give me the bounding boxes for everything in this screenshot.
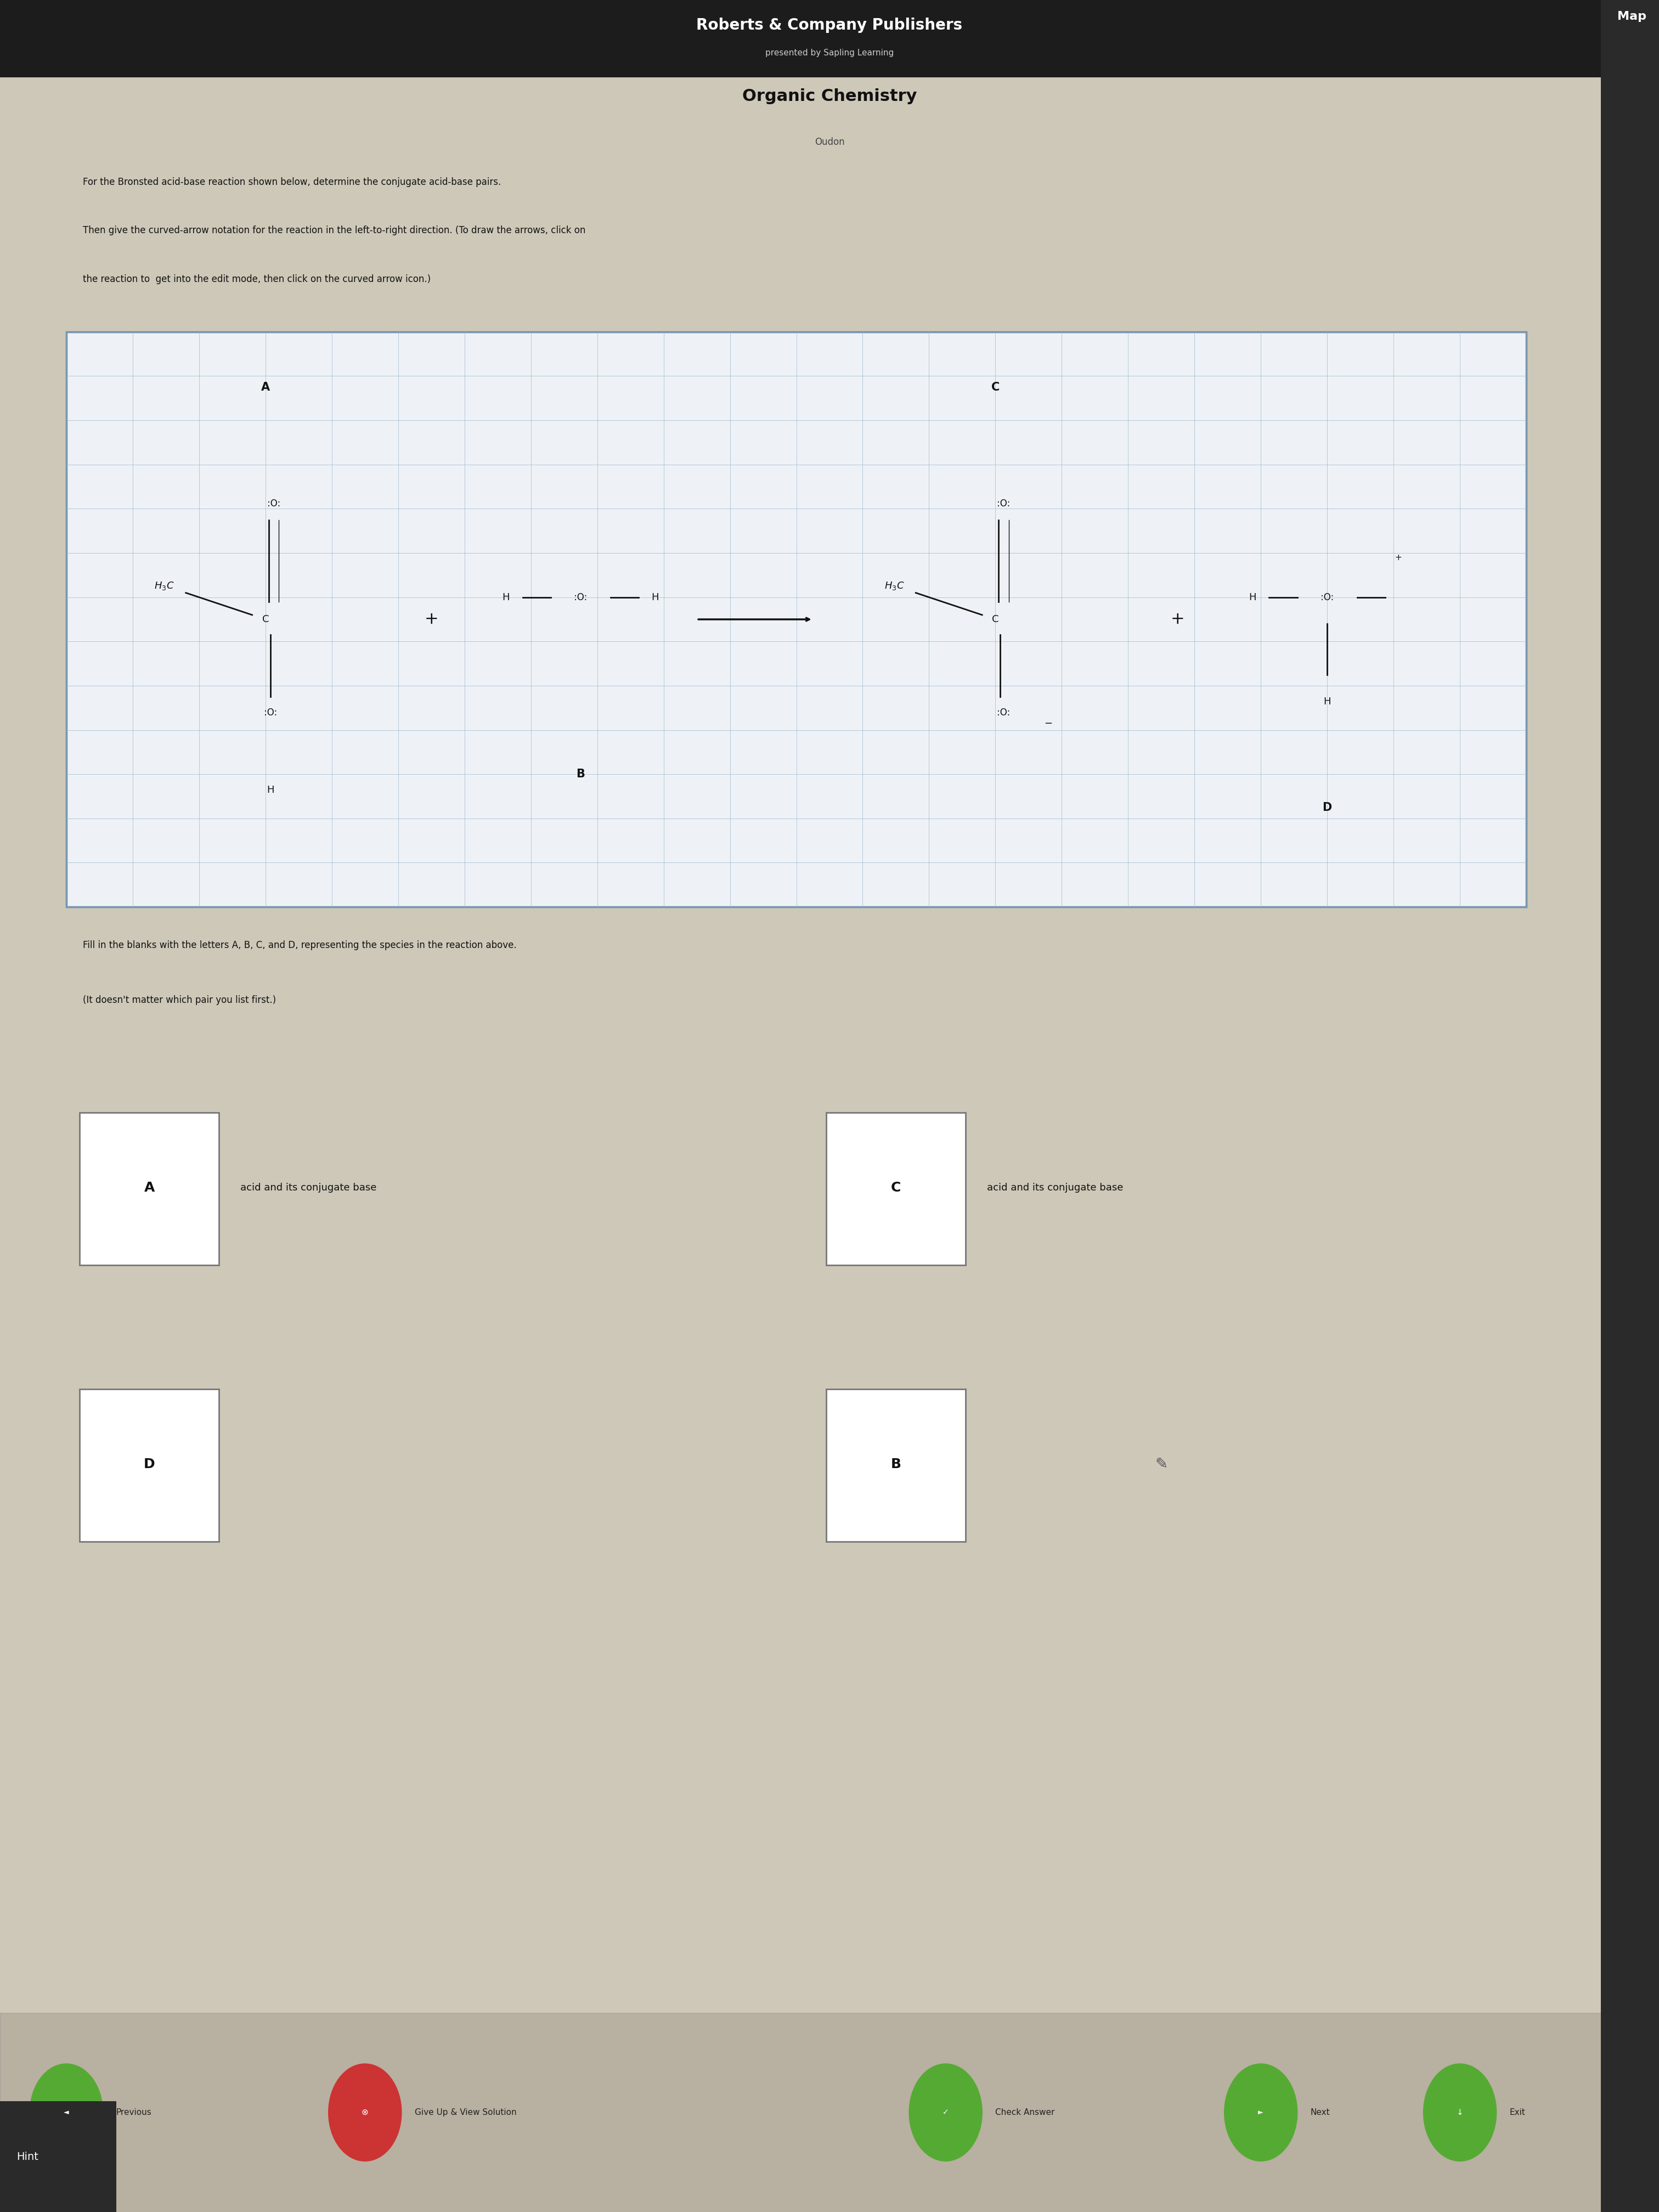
Text: A: A	[144, 1181, 154, 1194]
Text: :O:: :O:	[997, 500, 1010, 509]
Text: ✎: ✎	[1155, 1458, 1168, 1471]
Text: :O:: :O:	[264, 708, 277, 717]
Bar	[1601, 0, 1659, 2212]
Text: acid and its conjugate base: acid and its conjugate base	[987, 1183, 1123, 1192]
FancyBboxPatch shape	[80, 1113, 219, 1265]
Text: Fill in the blanks with the letters A, B, C, and D, representing the species in : Fill in the blanks with the letters A, B…	[83, 940, 516, 949]
Text: +: +	[1171, 611, 1185, 628]
Text: C: C	[990, 383, 1000, 392]
Text: $H_3C$: $H_3C$	[884, 582, 904, 591]
Text: H: H	[503, 593, 509, 602]
Text: :O:: :O:	[997, 708, 1010, 717]
Bar	[0, 0, 1659, 77]
Text: ◄: ◄	[63, 2108, 70, 2117]
Text: $H_3C$: $H_3C$	[154, 582, 174, 591]
Text: A: A	[260, 383, 270, 392]
Text: +: +	[425, 611, 438, 628]
Text: C: C	[891, 1181, 901, 1194]
Circle shape	[328, 2064, 401, 2161]
Circle shape	[1423, 2064, 1496, 2161]
Text: ►: ►	[1258, 2108, 1264, 2117]
Text: :O:: :O:	[267, 500, 280, 509]
Text: D: D	[1322, 803, 1332, 812]
Text: Next: Next	[1311, 2108, 1331, 2117]
Text: the reaction to  get into the edit mode, then click on the curved arrow icon.): the reaction to get into the edit mode, …	[83, 274, 431, 283]
Text: acid and its conjugate base: acid and its conjugate base	[241, 1183, 377, 1192]
Text: H: H	[1324, 697, 1331, 706]
Text: Organic Chemistry: Organic Chemistry	[742, 88, 917, 104]
FancyBboxPatch shape	[66, 332, 1526, 907]
Circle shape	[909, 2064, 982, 2161]
Bar	[0, 2101, 116, 2212]
Text: B: B	[576, 770, 586, 779]
Text: H: H	[1249, 593, 1256, 602]
Text: H: H	[267, 785, 274, 794]
Text: Give Up & View Solution: Give Up & View Solution	[415, 2108, 516, 2117]
Text: D: D	[144, 1458, 154, 1471]
Text: Hint: Hint	[17, 2152, 38, 2161]
Circle shape	[30, 2064, 103, 2161]
Text: (It doesn't matter which pair you list first.): (It doesn't matter which pair you list f…	[83, 995, 275, 1004]
Text: ↓: ↓	[1457, 2108, 1463, 2117]
Text: Exit: Exit	[1510, 2108, 1526, 2117]
Text: ⊗: ⊗	[362, 2108, 368, 2117]
Text: B: B	[891, 1458, 901, 1471]
Text: Check Answer: Check Answer	[995, 2108, 1055, 2117]
FancyBboxPatch shape	[80, 1389, 219, 1542]
Text: :O:: :O:	[1321, 593, 1334, 602]
Text: Then give the curved-arrow notation for the reaction in the left-to-right direct: Then give the curved-arrow notation for …	[83, 226, 586, 234]
Circle shape	[1224, 2064, 1297, 2161]
Text: C: C	[262, 615, 269, 624]
Text: For the Bronsted acid-base reaction shown below, determine the conjugate acid-ba: For the Bronsted acid-base reaction show…	[83, 177, 501, 186]
Text: −: −	[1044, 719, 1053, 728]
Text: +: +	[1395, 553, 1402, 562]
Text: Roberts & Company Publishers: Roberts & Company Publishers	[697, 18, 962, 33]
Text: :O:: :O:	[574, 593, 587, 602]
Text: Previous: Previous	[116, 2108, 151, 2117]
Text: ✓: ✓	[942, 2108, 949, 2117]
FancyBboxPatch shape	[826, 1389, 966, 1542]
Text: H: H	[652, 593, 659, 602]
Bar	[0, 2013, 1601, 2212]
Text: Oudon: Oudon	[815, 137, 844, 146]
Text: presented by Sapling Learning: presented by Sapling Learning	[765, 49, 894, 58]
FancyBboxPatch shape	[826, 1113, 966, 1265]
Text: C: C	[992, 615, 999, 624]
Text: Map: Map	[1618, 11, 1647, 22]
